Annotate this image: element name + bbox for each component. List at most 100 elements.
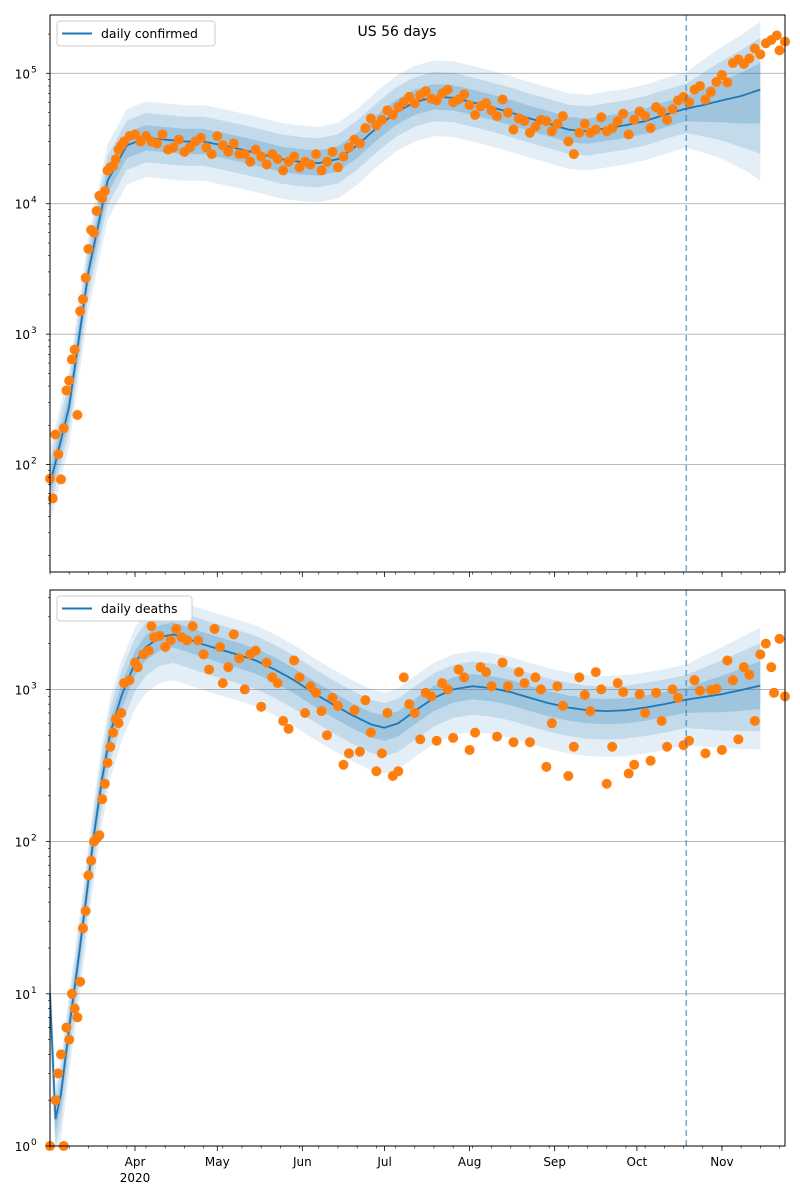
observed-point bbox=[486, 681, 497, 692]
observed-point bbox=[223, 662, 234, 673]
observed-point bbox=[80, 906, 91, 917]
observed-point bbox=[157, 129, 168, 140]
confidence-band-middle bbox=[50, 609, 761, 1146]
observed-point bbox=[58, 423, 69, 434]
observed-point bbox=[343, 142, 354, 153]
deaths-frame bbox=[49, 589, 786, 1147]
observed-point bbox=[321, 156, 332, 167]
y-tick-label: 10 bbox=[15, 198, 30, 212]
observed-point bbox=[305, 159, 316, 170]
observed-point bbox=[97, 794, 108, 805]
observed-point bbox=[552, 118, 563, 129]
x-tick-label: Oct bbox=[627, 1155, 648, 1169]
observed-point bbox=[645, 755, 656, 766]
observed-point bbox=[656, 106, 667, 117]
observed-point bbox=[61, 385, 72, 396]
observed-point bbox=[289, 655, 300, 666]
observed-point bbox=[662, 741, 673, 752]
observed-point bbox=[171, 623, 182, 634]
observed-point bbox=[83, 243, 94, 254]
observed-point bbox=[409, 98, 420, 109]
observed-point bbox=[546, 718, 557, 729]
observed-point bbox=[503, 681, 514, 692]
observed-point bbox=[694, 685, 705, 696]
observed-point bbox=[623, 129, 634, 140]
observed-point bbox=[146, 621, 157, 632]
y-tick-exponent: 3 bbox=[31, 681, 37, 691]
deaths-bands bbox=[50, 599, 761, 1146]
observed-point bbox=[338, 151, 349, 162]
observed-point bbox=[50, 429, 61, 440]
observed-point bbox=[398, 672, 409, 683]
observed-point bbox=[64, 1034, 75, 1045]
observed-point bbox=[459, 672, 470, 683]
observed-point bbox=[744, 53, 755, 64]
observed-point bbox=[700, 748, 711, 759]
observed-point bbox=[503, 107, 514, 118]
observed-point bbox=[66, 354, 77, 365]
observed-point bbox=[198, 649, 209, 660]
observed-point bbox=[66, 988, 77, 999]
observed-point bbox=[69, 1003, 80, 1014]
observed-point bbox=[72, 409, 83, 420]
observed-point bbox=[305, 681, 316, 692]
observed-point bbox=[722, 77, 733, 88]
observed-point bbox=[327, 146, 338, 157]
observed-point bbox=[393, 766, 404, 777]
observed-point bbox=[563, 770, 574, 781]
y-tick-label: 10 bbox=[15, 328, 30, 342]
observed-point bbox=[574, 672, 585, 683]
observed-point bbox=[607, 741, 618, 752]
observed-point bbox=[508, 737, 519, 748]
x-tick-label: Jul bbox=[376, 1155, 391, 1169]
observed-point bbox=[316, 165, 327, 176]
observed-point bbox=[209, 623, 220, 634]
y-tick-label: 10 bbox=[15, 683, 30, 697]
observed-point bbox=[420, 86, 431, 97]
observed-point bbox=[204, 664, 215, 675]
observed-point bbox=[744, 669, 755, 680]
observed-point bbox=[108, 727, 119, 738]
legend-box bbox=[56, 595, 193, 622]
observed-point bbox=[568, 149, 579, 160]
observed-point bbox=[116, 707, 127, 718]
observed-point bbox=[590, 124, 601, 135]
observed-point bbox=[55, 1049, 66, 1060]
deaths-points bbox=[45, 621, 790, 1151]
observed-point bbox=[497, 94, 508, 105]
confidence-band-outer bbox=[50, 599, 761, 1146]
observed-point bbox=[579, 118, 590, 129]
observed-point bbox=[607, 123, 618, 134]
observed-point bbox=[69, 344, 80, 355]
observed-point bbox=[722, 655, 733, 666]
observed-point bbox=[75, 306, 86, 317]
observed-point bbox=[316, 706, 327, 717]
observed-point bbox=[160, 641, 171, 652]
observed-point bbox=[651, 687, 662, 698]
observed-point bbox=[755, 649, 766, 660]
observed-point bbox=[470, 727, 481, 738]
observed-point bbox=[349, 705, 360, 716]
observed-point bbox=[113, 718, 124, 729]
observed-point bbox=[442, 84, 453, 95]
observed-point bbox=[727, 675, 738, 686]
observed-point bbox=[311, 687, 322, 698]
observed-point bbox=[228, 138, 239, 149]
observed-point bbox=[80, 272, 91, 283]
observed-point bbox=[656, 716, 667, 727]
observed-point bbox=[91, 205, 102, 216]
observed-point bbox=[694, 80, 705, 91]
observed-point bbox=[354, 138, 365, 149]
confidence-band-inner bbox=[50, 622, 761, 1133]
observed-point bbox=[332, 162, 343, 173]
observed-point bbox=[360, 123, 371, 134]
legend-label: daily confirmed bbox=[101, 26, 198, 41]
observed-point bbox=[552, 681, 563, 692]
observed-point bbox=[574, 127, 585, 138]
observed-point bbox=[206, 149, 217, 160]
observed-point bbox=[256, 701, 267, 712]
observed-point bbox=[596, 112, 607, 123]
observed-point bbox=[760, 638, 771, 649]
y-tick-label: 10 bbox=[15, 988, 30, 1002]
